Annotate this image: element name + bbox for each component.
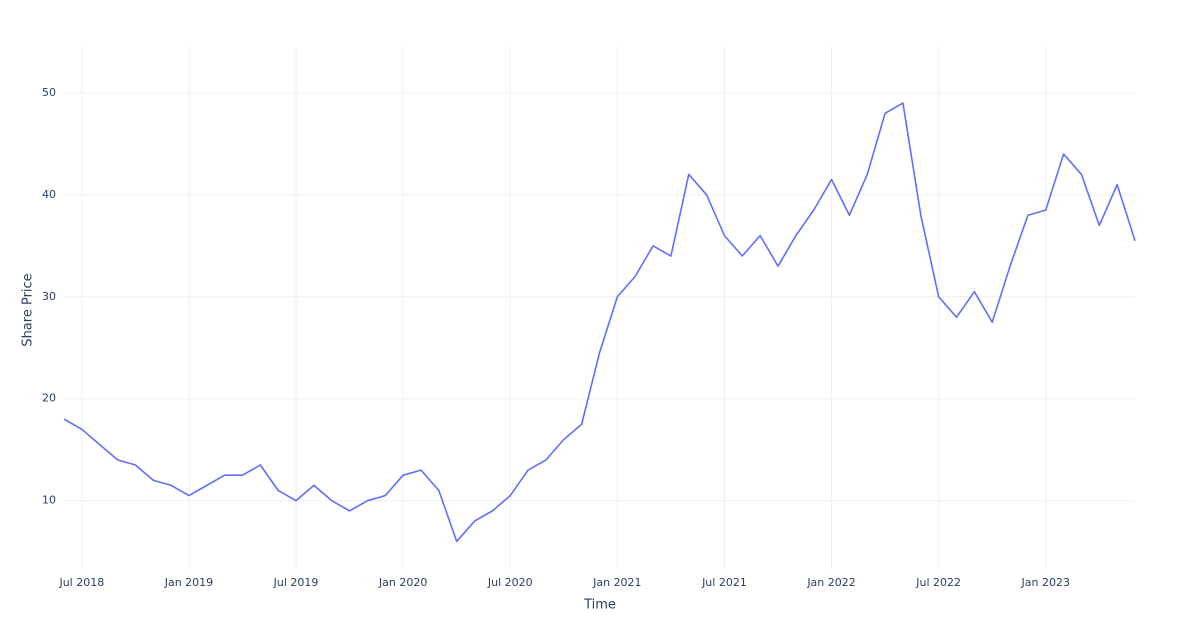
x-tick-label: Jan 2020: [378, 576, 427, 589]
x-axis-title: Time: [583, 598, 616, 613]
y-tick-label: 10: [42, 494, 56, 507]
y-tick-label: 20: [42, 392, 56, 405]
x-tick-label: Jul 2021: [701, 576, 747, 589]
x-tick-label: Jul 2022: [915, 576, 961, 589]
x-tick-label: Jan 2023: [1021, 576, 1070, 589]
y-tick-label: 40: [42, 188, 56, 201]
x-tick-label: Jul 2018: [58, 576, 104, 589]
y-tick-label: 30: [42, 290, 56, 303]
y-axis-title: Share Price: [21, 273, 36, 346]
x-tick-label: Jul 2020: [487, 576, 533, 589]
price-line: [63, 102, 1136, 543]
x-tick-label: Jan 2021: [592, 576, 641, 589]
x-tick-label: Jan 2019: [164, 576, 213, 589]
x-tick-label: Jul 2019: [273, 576, 319, 589]
y-tick-label: 50: [42, 86, 56, 99]
x-tick-label: Jan 2022: [806, 576, 855, 589]
